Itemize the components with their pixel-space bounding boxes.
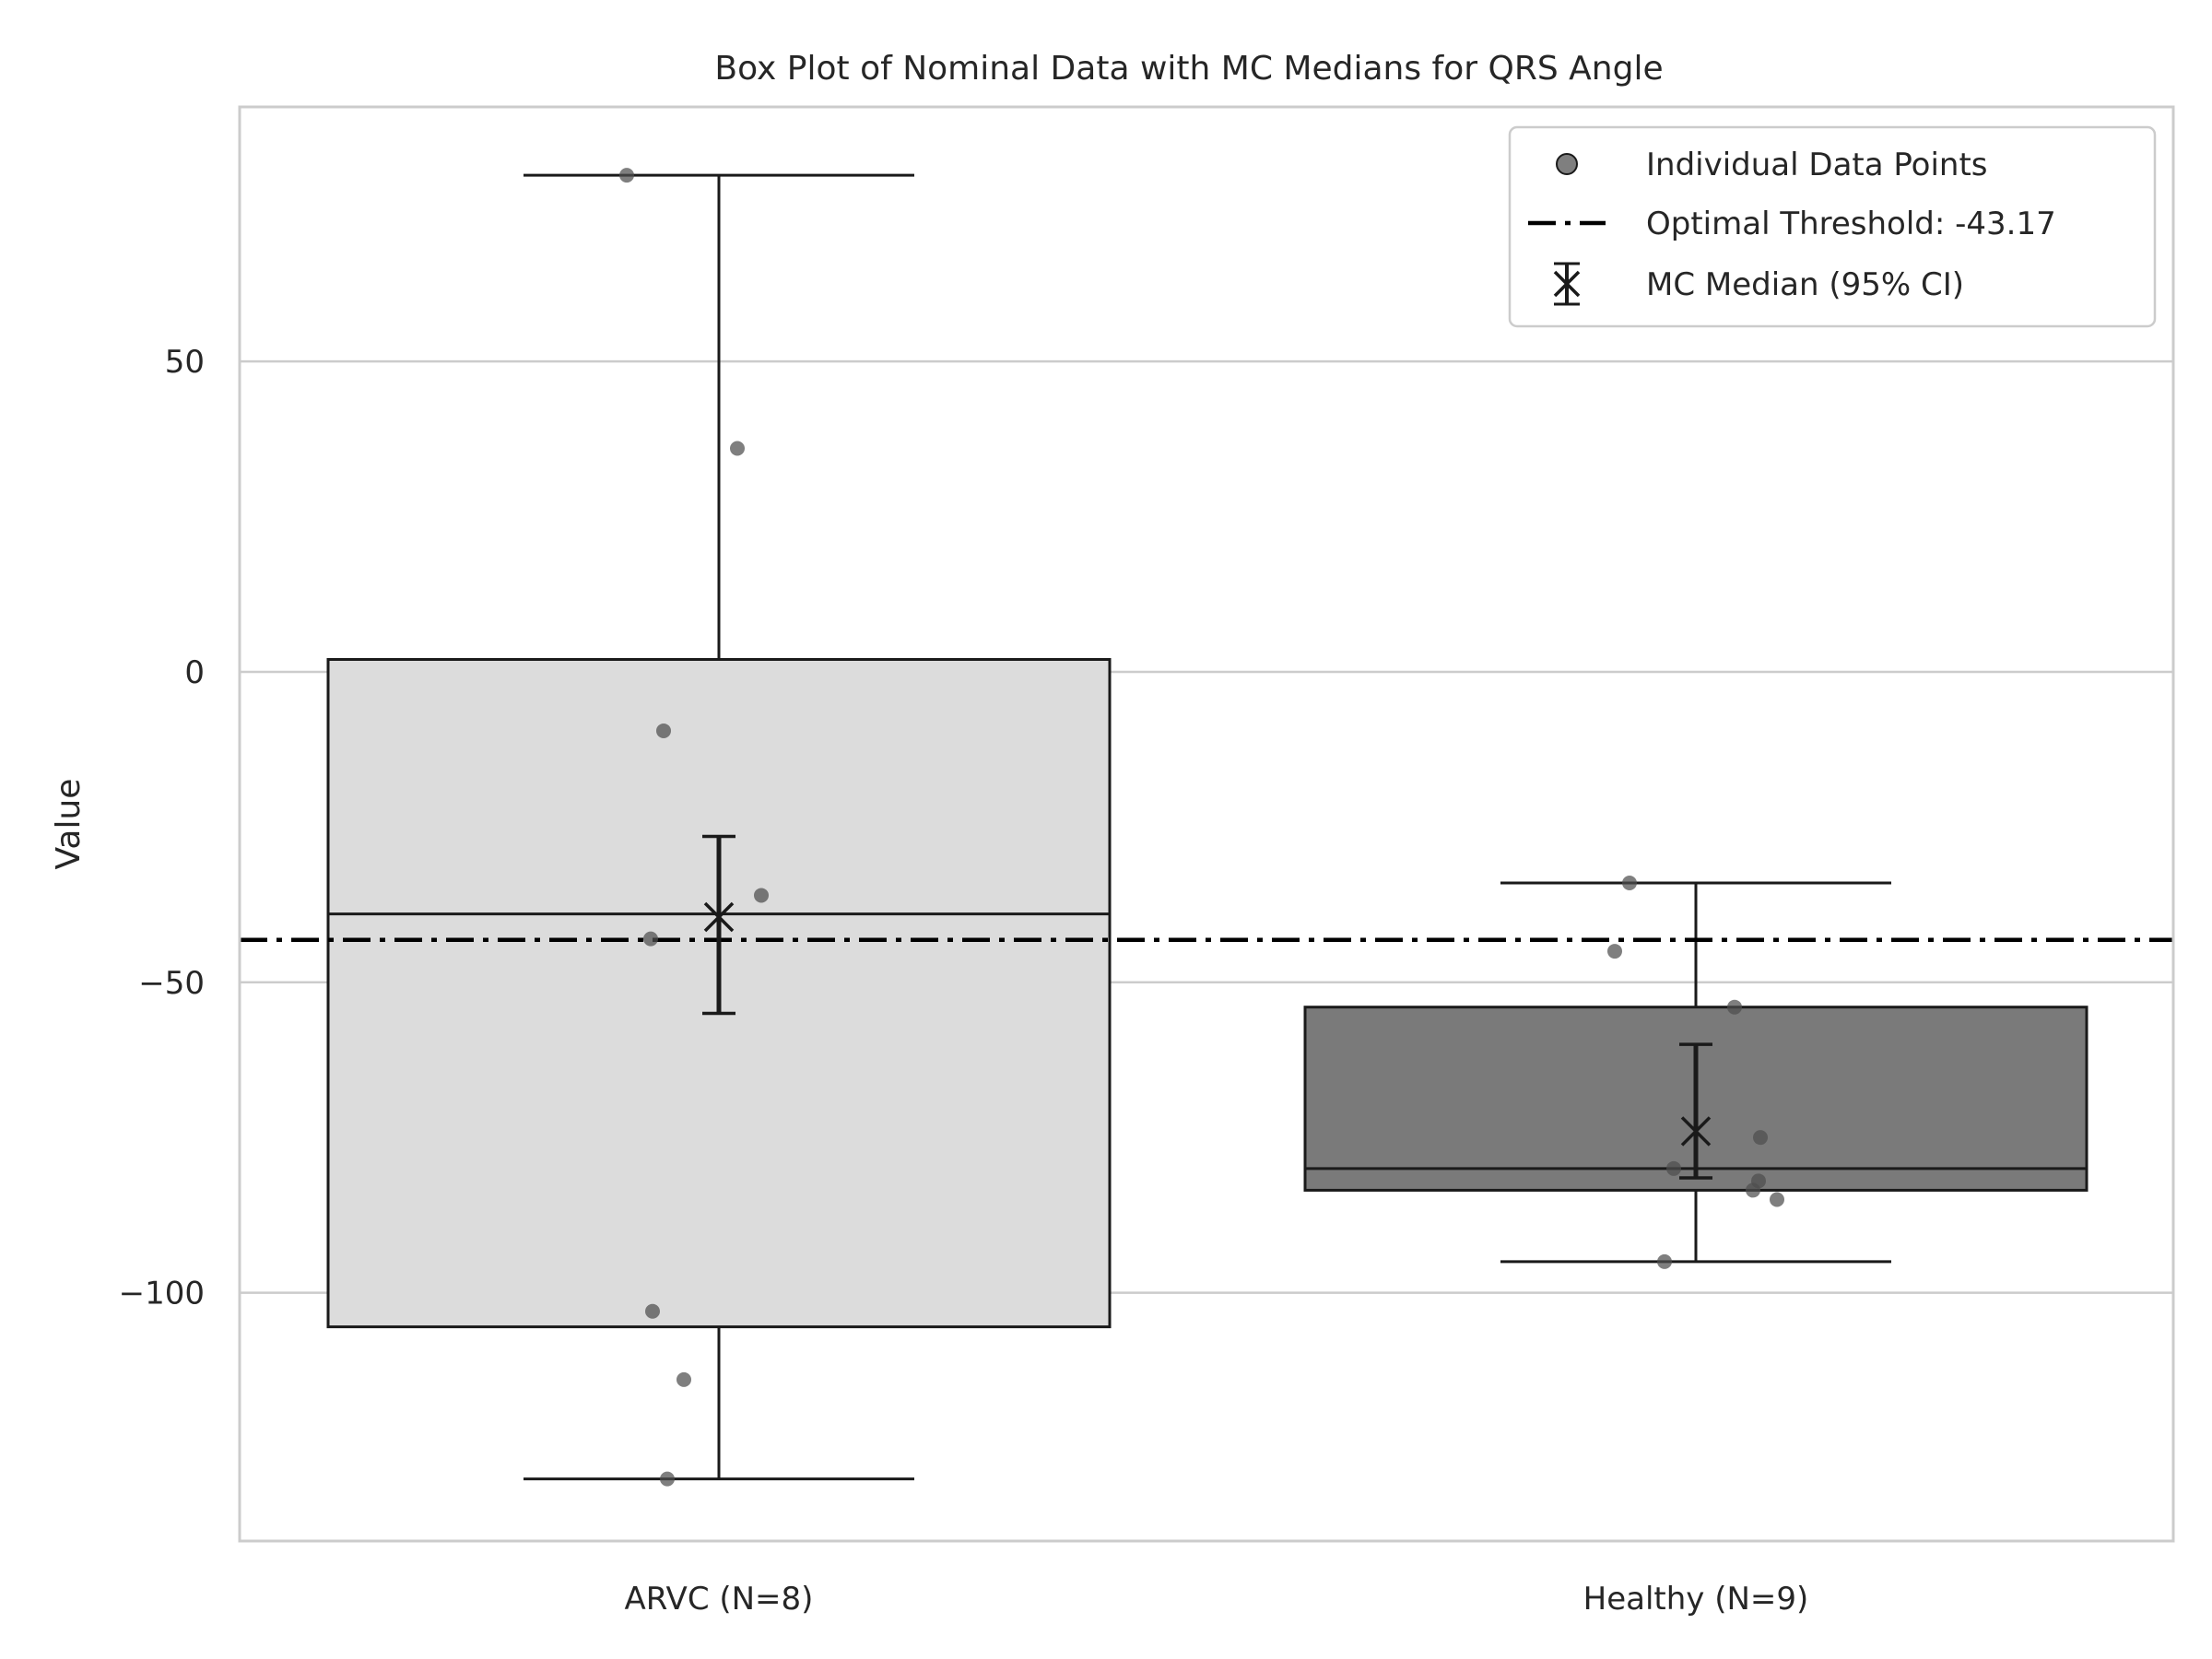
legend-label: MC Median (95% CI) (1646, 266, 1964, 303)
legend-point-icon (1556, 153, 1578, 175)
data-point (677, 1371, 691, 1387)
data-point (660, 1471, 675, 1487)
mc-median-1 (1679, 1042, 1712, 1180)
data-point (1727, 999, 1742, 1015)
legend: Individual Data Points Optimal Threshold:… (1508, 125, 2157, 328)
mc-median-marker (1680, 1116, 1712, 1147)
data-point (645, 1303, 660, 1319)
y-axis-ticks: 50 0 −50 −100 (119, 344, 205, 1312)
data-point (1607, 944, 1622, 959)
data-point (1746, 1182, 1760, 1198)
y-axis-label: Value (50, 779, 88, 870)
data-points-layer (619, 168, 1784, 1487)
chart-title: Box Plot of Nominal Data with MC Medians… (714, 50, 1663, 88)
data-point (730, 441, 745, 456)
boxes-layer (326, 173, 2088, 1481)
x-axis-ticks: ARVC (N=8) Healthy (N=9) (625, 1581, 1809, 1618)
y-tick-label: −50 (138, 965, 205, 1002)
mc-median-layer (702, 834, 1712, 1180)
box-0 (326, 173, 1112, 1481)
y-tick-label: 0 (184, 654, 205, 691)
plot-frame (238, 105, 2175, 1543)
legend-mc-icon (1553, 270, 1581, 298)
y-tick-label: 50 (165, 344, 205, 381)
data-point (754, 888, 769, 903)
data-point (1753, 1130, 1768, 1146)
y-tick-label: −100 (119, 1276, 205, 1312)
data-point (1622, 875, 1637, 890)
legend-label: Individual Data Points (1646, 147, 1988, 183)
legend-label: Optimal Threshold: -43.17 (1646, 206, 2056, 242)
x-tick-label: ARVC (N=8) (625, 1581, 814, 1618)
legend-frame (1508, 125, 2157, 328)
x-tick-label: Healthy (N=9) (1583, 1581, 1809, 1618)
mc-median-0 (702, 834, 735, 1016)
data-point (656, 723, 671, 738)
data-point (643, 931, 658, 947)
data-point (1770, 1192, 1784, 1207)
data-point (1666, 1160, 1681, 1176)
mc-median-marker (703, 901, 735, 933)
data-point (619, 168, 634, 183)
data-point (1657, 1253, 1672, 1269)
